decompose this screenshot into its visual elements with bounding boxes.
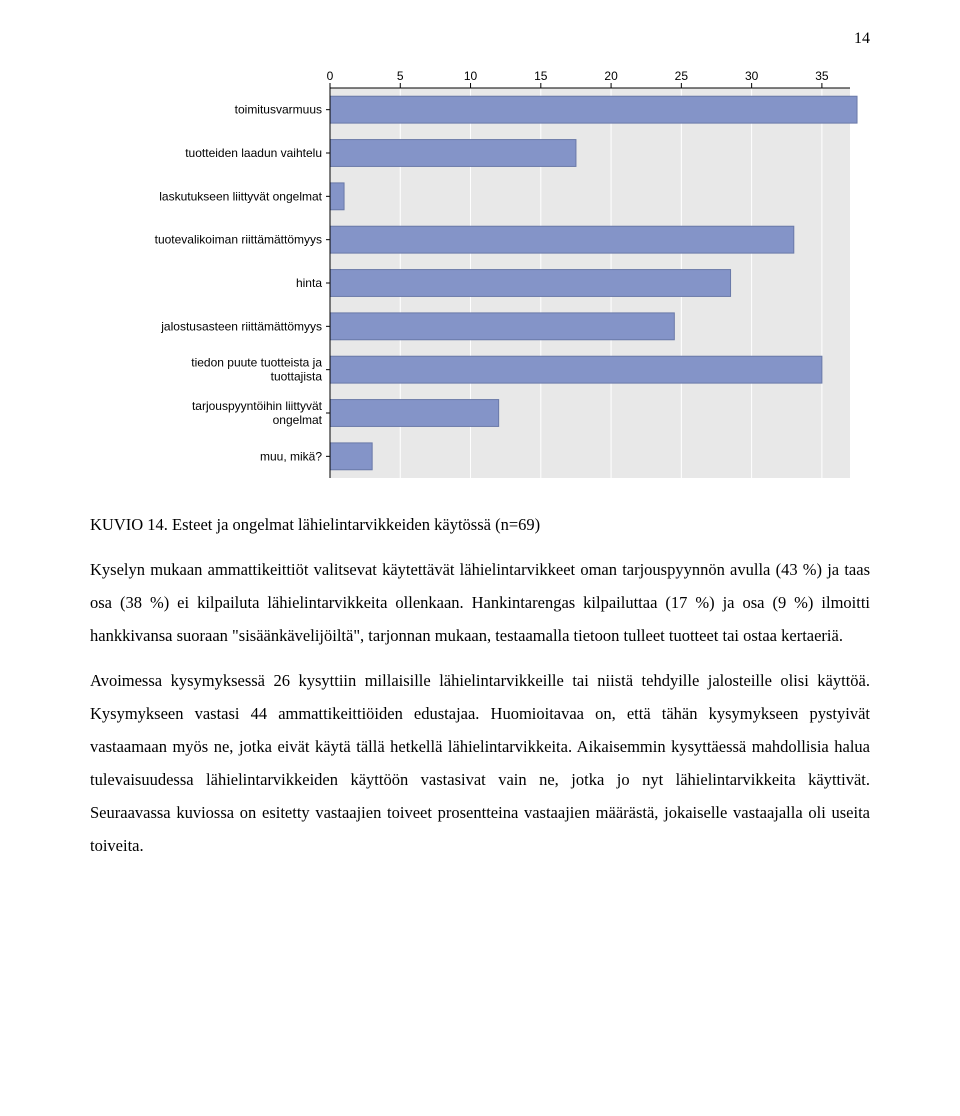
document-page: 14 0 5 10 15 20 25 30 35 toimitusvarmuus tuotteid… [0, 0, 960, 902]
caption-prefix: KUVIO 14. [90, 515, 172, 534]
svg-text:0: 0 [327, 69, 334, 83]
svg-text:15: 15 [534, 69, 548, 83]
svg-text:tuotevalikoiman riittämättömyy: tuotevalikoiman riittämättömyys [155, 233, 322, 247]
svg-text:toimitusvarmuus: toimitusvarmuus [235, 103, 322, 117]
bar-chart-svg: 0 5 10 15 20 25 30 35 toimitusvarmuus tuotteiden … [130, 58, 860, 488]
paragraph-2: Avoimessa kysymyksessä 26 kysyttiin mill… [90, 664, 870, 862]
svg-text:tiedon puute tuotteista ja: tiedon puute tuotteista ja [191, 356, 322, 370]
svg-text:10: 10 [464, 69, 478, 83]
svg-text:tuotteiden laadun vaihtelu: tuotteiden laadun vaihtelu [185, 146, 322, 160]
svg-text:30: 30 [745, 69, 759, 83]
svg-text:muu, mikä?: muu, mikä? [260, 449, 322, 463]
svg-text:35: 35 [815, 69, 829, 83]
page-number: 14 [90, 30, 870, 48]
bar-chart: 0 5 10 15 20 25 30 35 toimitusvarmuus tuotteiden … [130, 58, 860, 488]
svg-text:hinta: hinta [296, 276, 322, 290]
svg-text:jalostusasteen riittämättömyys: jalostusasteen riittämättömyys [160, 319, 322, 333]
figure-caption: KUVIO 14. Esteet ja ongelmat lähielintar… [90, 508, 870, 541]
caption-text: Esteet ja ongelmat lähielintarvikkeiden … [172, 515, 540, 534]
svg-text:tarjouspyyntöihin liittyvät: tarjouspyyntöihin liittyvät [192, 399, 323, 413]
svg-text:20: 20 [604, 69, 618, 83]
svg-text:tuottajista: tuottajista [271, 370, 323, 384]
svg-text:laskutukseen liittyvät ongelma: laskutukseen liittyvät ongelmat [159, 189, 322, 203]
paragraph-1: Kyselyn mukaan ammattikeittiöt valitseva… [90, 553, 870, 652]
svg-text:ongelmat: ongelmat [273, 413, 323, 427]
svg-text:5: 5 [397, 69, 404, 83]
svg-text:25: 25 [675, 69, 689, 83]
